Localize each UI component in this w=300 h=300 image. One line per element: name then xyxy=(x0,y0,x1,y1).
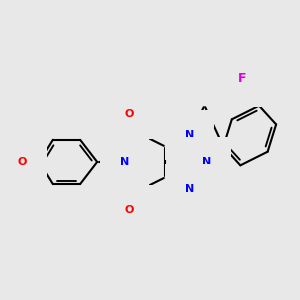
Text: F: F xyxy=(238,72,246,85)
Text: O: O xyxy=(17,157,27,167)
Text: N: N xyxy=(120,157,129,167)
Text: N: N xyxy=(184,130,194,140)
Text: O: O xyxy=(125,205,134,215)
Text: N: N xyxy=(202,157,211,167)
Text: O: O xyxy=(125,109,134,119)
Text: N: N xyxy=(184,184,194,194)
